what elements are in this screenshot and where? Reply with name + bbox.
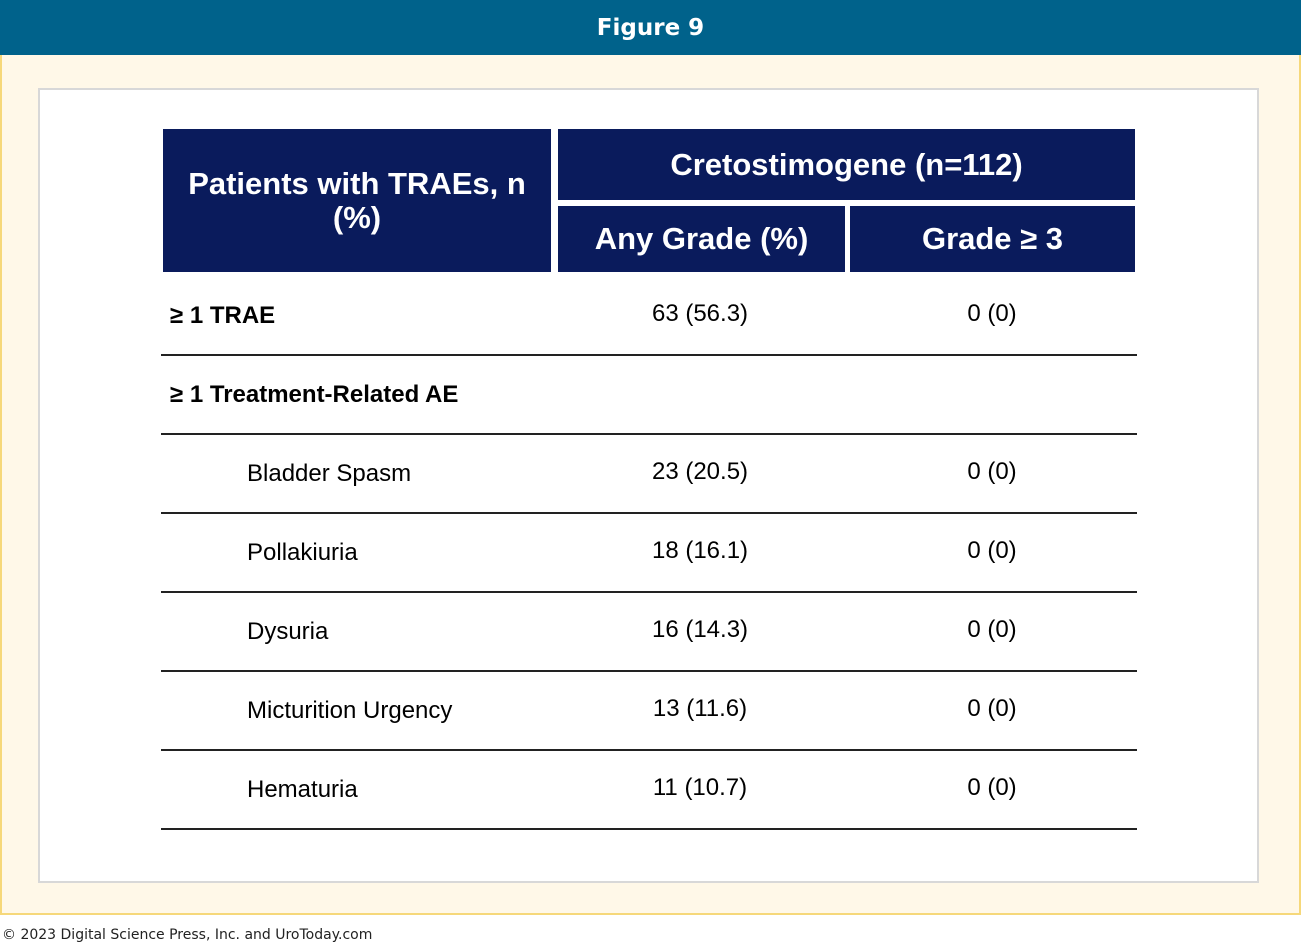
row-header: Patients with TRAEs, n (%): [163, 129, 551, 272]
copyright: © 2023 Digital Science Press, Inc. and U…: [2, 927, 373, 943]
row-label: Dysuria: [247, 617, 329, 645]
figure-header: Figure 9: [0, 0, 1301, 55]
row-divider: [161, 512, 1137, 514]
cell-value: 63 (56.3): [651, 299, 749, 327]
cell-value: 0 (0): [967, 773, 1017, 801]
row-label: Micturition Urgency: [247, 696, 453, 724]
row-divider: [161, 433, 1137, 435]
row-divider: [161, 591, 1137, 593]
cell-value: 18 (16.1): [651, 536, 749, 564]
row-label: Hematuria: [247, 775, 358, 803]
column-header: Grade ≥ 3: [850, 206, 1135, 272]
row-label: Pollakiuria: [247, 538, 358, 566]
cell-value: 0 (0): [967, 694, 1017, 722]
cell-value: 0 (0): [967, 299, 1017, 327]
cell-value: 16 (14.3): [651, 615, 749, 643]
cell-value: 0 (0): [967, 536, 1017, 564]
cell-value: 13 (11.6): [652, 694, 748, 722]
row-label: ≥ 1 TRAE: [170, 301, 276, 329]
cell-value: 23 (20.5): [651, 457, 749, 485]
row-divider: [161, 354, 1137, 356]
cell-value: 0 (0): [967, 615, 1017, 643]
column-header: Any Grade (%): [558, 206, 845, 272]
row-divider: [161, 828, 1137, 830]
row-label: Bladder Spasm: [247, 459, 412, 487]
row-divider: [161, 670, 1137, 672]
group-header: Cretostimogene (n=112): [558, 129, 1135, 200]
cell-value: 11 (10.7): [652, 773, 748, 801]
cell-value: 0 (0): [967, 457, 1017, 485]
row-label: ≥ 1 Treatment-Related AE: [170, 380, 459, 408]
row-divider: [161, 749, 1137, 751]
